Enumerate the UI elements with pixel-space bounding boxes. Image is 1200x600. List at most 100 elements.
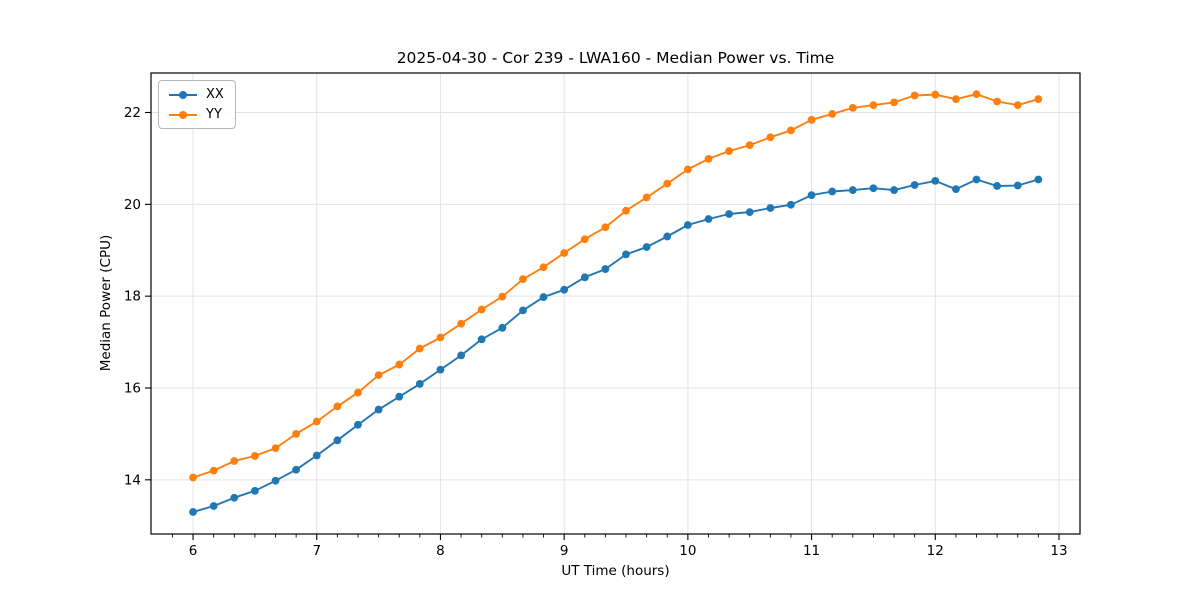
- y-axis-label: Median Power (CPU): [98, 234, 114, 372]
- legend-marker: [179, 110, 187, 119]
- data-point-xx: [292, 465, 301, 474]
- data-point-xx: [477, 335, 486, 344]
- data-point-xx: [519, 306, 527, 315]
- data-point-xx: [415, 379, 424, 388]
- data-point-yy: [251, 452, 259, 460]
- x-tick-label: 13: [1050, 543, 1067, 559]
- data-point-xx: [890, 186, 898, 194]
- data-point-yy: [189, 473, 197, 482]
- data-point-yy: [580, 235, 589, 244]
- y-tick-label: 16: [124, 380, 141, 396]
- data-point-yy: [477, 305, 486, 314]
- y-tick-label: 22: [124, 105, 141, 121]
- data-point-yy: [354, 388, 362, 397]
- legend-item-yy: YY: [168, 107, 224, 122]
- data-point-xx: [354, 420, 362, 429]
- data-point-yy: [807, 115, 816, 124]
- data-point-xx: [1034, 175, 1043, 184]
- data-point-xx: [952, 185, 960, 194]
- data-point-xx: [498, 323, 507, 332]
- data-point-yy: [910, 91, 919, 100]
- x-tick-label: 6: [189, 543, 198, 559]
- axes-spines: [150, 72, 1081, 535]
- data-point-yy: [890, 98, 898, 107]
- data-point-xx: [601, 265, 610, 273]
- legend-swatch-xx-icon: [169, 90, 197, 99]
- data-point-xx: [972, 175, 981, 184]
- data-point-yy: [663, 179, 672, 188]
- data-point-xx: [848, 186, 857, 194]
- data-point-xx: [457, 351, 466, 360]
- data-point-yy: [498, 292, 507, 301]
- legend: XX YY: [158, 80, 236, 129]
- data-point-yy: [539, 263, 548, 272]
- x-tick-label: 7: [312, 543, 321, 559]
- data-point-yy: [1034, 95, 1043, 104]
- data-point-yy: [828, 109, 837, 118]
- data-point-xx: [725, 210, 733, 218]
- data-point-yy: [725, 147, 733, 155]
- data-point-xx: [333, 436, 342, 445]
- x-tick-label: 8: [436, 543, 445, 559]
- data-point-xx: [580, 273, 589, 282]
- y-tick-label: 18: [124, 289, 141, 305]
- data-point-xx: [1013, 181, 1022, 190]
- data-point-yy: [333, 402, 342, 411]
- x-axis-label: UT Time (hours): [561, 563, 670, 579]
- data-point-xx: [807, 191, 816, 200]
- data-point-xx: [189, 508, 197, 516]
- legend-label-yy: YY: [206, 107, 222, 122]
- series-line-xx: [192, 178, 1040, 513]
- chart-title: 2025-04-30 - Cor 239 - LWA160 - Median P…: [396, 49, 835, 67]
- data-point-yy: [1013, 101, 1022, 110]
- data-point-yy: [766, 133, 775, 142]
- data-point-yy: [209, 466, 218, 475]
- data-point-xx: [560, 285, 569, 294]
- data-point-xx: [787, 200, 795, 209]
- data-point-xx: [251, 486, 259, 495]
- data-point-xx: [622, 250, 630, 259]
- data-point-yy: [395, 360, 404, 369]
- x-tick-label: 9: [560, 543, 569, 559]
- data-point-yy: [642, 193, 651, 202]
- data-point-xx: [642, 243, 651, 251]
- data-point-xx: [931, 177, 940, 185]
- data-point-yy: [952, 95, 960, 104]
- legend-label-xx: XX: [206, 87, 224, 102]
- y-tick-label: 20: [124, 197, 141, 213]
- data-point-yy: [683, 165, 692, 174]
- data-point-yy: [745, 141, 754, 149]
- data-point-yy: [415, 344, 424, 353]
- data-point-xx: [539, 293, 548, 301]
- data-point-xx: [374, 405, 383, 414]
- data-point-xx: [704, 215, 713, 223]
- data-point-yy: [436, 333, 445, 342]
- data-point-xx: [828, 187, 837, 196]
- data-point-xx: [683, 221, 692, 229]
- data-point-yy: [972, 90, 981, 99]
- data-point-yy: [374, 371, 383, 380]
- data-point-yy: [560, 249, 569, 257]
- data-point-xx: [395, 392, 404, 401]
- data-point-yy: [787, 126, 795, 135]
- data-point-xx: [312, 451, 321, 460]
- data-point-xx: [993, 182, 1002, 190]
- data-point-xx: [209, 502, 218, 510]
- data-point-yy: [601, 223, 610, 232]
- data-point-yy: [993, 97, 1002, 106]
- data-point-xx: [663, 232, 672, 241]
- data-point-yy: [848, 103, 857, 112]
- data-point-xx: [869, 184, 878, 193]
- x-tick-label: 12: [927, 543, 944, 559]
- data-point-xx: [271, 476, 280, 485]
- data-point-yy: [869, 101, 878, 110]
- data-point-yy: [519, 275, 527, 284]
- y-tick-label: 14: [124, 472, 141, 488]
- data-point-yy: [457, 319, 466, 328]
- x-tick-label: 10: [679, 543, 696, 559]
- data-point-yy: [292, 430, 301, 438]
- data-point-yy: [230, 457, 239, 465]
- data-point-xx: [230, 493, 239, 502]
